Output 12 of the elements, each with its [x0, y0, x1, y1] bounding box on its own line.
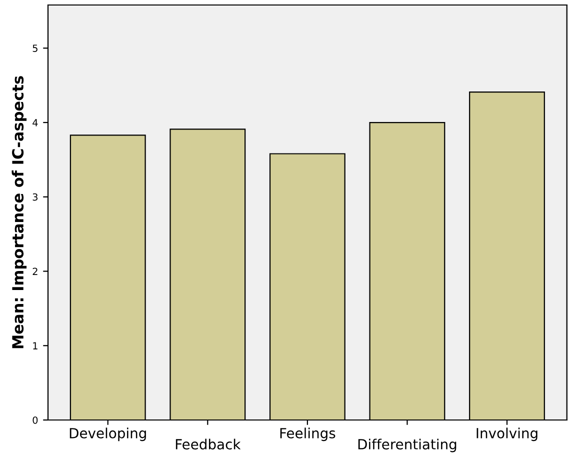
- y-tick-label: 1: [33, 342, 38, 350]
- y-axis-title: Mean: Importance of IC-aspects: [12, 76, 27, 348]
- x-tick-label: Developing: [70, 428, 146, 442]
- x-tick-label: Feedback: [176, 438, 241, 450]
- y-tick-label: 3: [32, 193, 38, 201]
- y-tick-label: 4: [32, 119, 38, 126]
- y-tick-label: 5: [32, 44, 38, 52]
- y-tick-label: 0: [32, 416, 38, 424]
- y-tick-label: 2: [32, 268, 38, 275]
- x-tick-label: Feelings: [280, 428, 336, 442]
- x-tick-label: Involving: [476, 428, 538, 442]
- x-tick-label: Differentiating: [358, 438, 456, 452]
